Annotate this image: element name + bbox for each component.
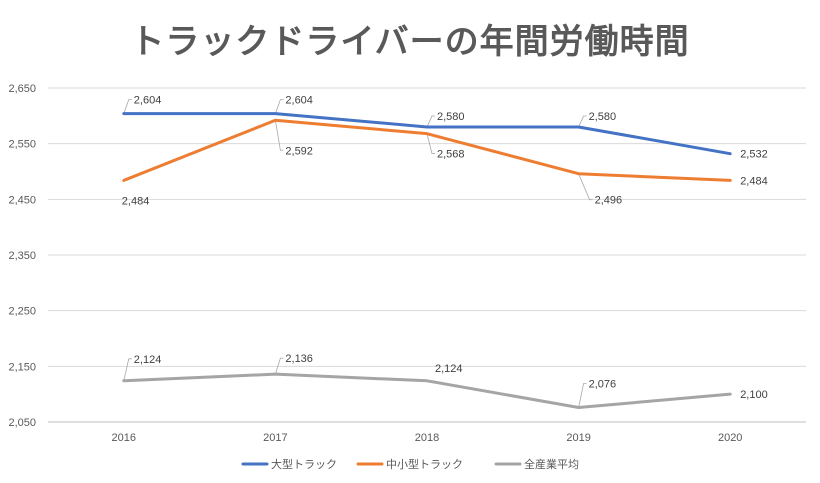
y-tick-label: 2,150	[8, 361, 36, 373]
label-leader-line	[275, 99, 284, 114]
x-axis: 2016 2017 2018 2019 2020	[112, 432, 743, 444]
legend-label: 大型トラック	[271, 457, 337, 471]
label-leader-line	[578, 115, 587, 128]
y-tick-label: 2,450	[8, 194, 36, 206]
y-tick-label: 2,650	[8, 83, 36, 95]
data-label: 2,076	[589, 379, 617, 391]
y-axis: 2,050 2,150 2,250 2,350 2,450 2,550 2,650	[8, 83, 36, 429]
label-leader-line	[275, 357, 284, 375]
chart-title: トラックドライバーの年間労働時間	[130, 22, 690, 62]
data-label: 2,532	[740, 149, 768, 161]
data-label: 2,124	[435, 363, 463, 375]
label-leader-line	[426, 115, 435, 128]
data-label: 2,496	[595, 195, 623, 207]
x-tick-label: 2018	[415, 432, 439, 444]
x-tick-label: 2019	[566, 432, 590, 444]
series-line	[122, 372, 732, 410]
data-label: 2,604	[285, 95, 313, 107]
data-labels: 2,604 2,604 2,580 2,580 2,532 2,484 2,592 2,568…	[122, 95, 768, 402]
legend: 大型トラック 中小型トラック 全産業平均	[241, 457, 579, 471]
legend-label: 中小型トラック	[386, 457, 463, 471]
label-leader-line	[275, 120, 284, 151]
y-tick-label: 2,550	[8, 139, 36, 151]
data-label: 2,124	[134, 354, 162, 366]
data-label: 2,136	[285, 353, 313, 365]
data-label: 2,604	[134, 95, 162, 107]
x-tick-label: 2017	[263, 432, 287, 444]
series-line	[122, 112, 732, 156]
gridlines	[48, 87, 806, 423]
label-leader-lines	[123, 99, 593, 408]
data-label: 2,592	[285, 145, 313, 157]
data-label: 2,100	[740, 389, 768, 401]
label-leader-line	[123, 358, 132, 381]
x-tick-label: 2016	[112, 432, 136, 444]
series-lines	[122, 112, 732, 410]
data-label: 2,580	[437, 111, 465, 123]
data-label: 2,484	[122, 195, 150, 207]
series-line	[122, 118, 732, 182]
data-label: 2,484	[740, 175, 768, 187]
label-leader-line	[426, 133, 435, 155]
data-label: 2,568	[437, 149, 465, 161]
y-tick-label: 2,250	[8, 306, 36, 318]
legend-label: 全産業平均	[524, 457, 579, 471]
data-label: 2,580	[589, 111, 617, 123]
y-tick-label: 2,350	[8, 250, 36, 262]
label-leader-line	[578, 383, 587, 408]
label-leader-line	[578, 173, 593, 201]
label-leader-line	[123, 99, 132, 114]
y-tick-label: 2,050	[8, 417, 36, 429]
x-tick-label: 2020	[718, 432, 742, 444]
